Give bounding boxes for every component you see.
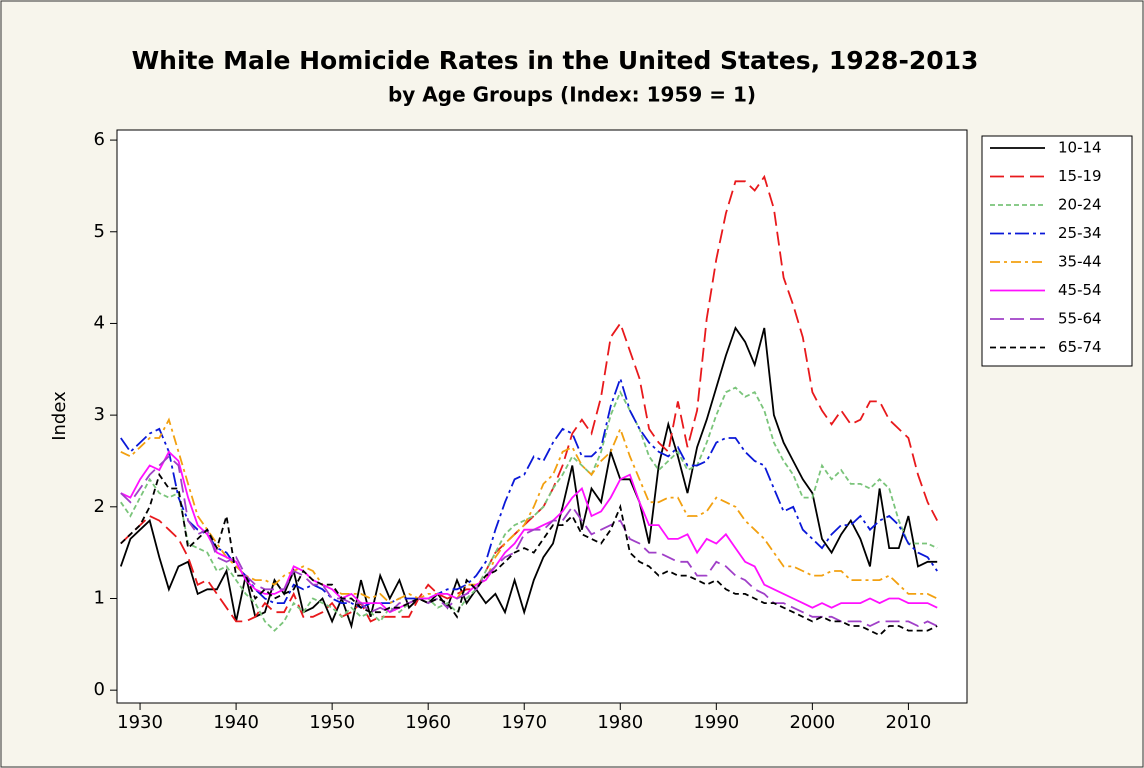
y-tick-label: 3: [94, 404, 105, 425]
plot-border: [116, 129, 968, 704]
legend-label: 35-44: [1058, 253, 1102, 271]
y-tick-label: 6: [94, 129, 105, 150]
x-tick-label: 1990: [693, 712, 739, 733]
series-line: [120, 450, 938, 614]
x-tick-label: 1970: [501, 712, 547, 733]
legend-label: 55-64: [1058, 310, 1102, 328]
y-axis-label: Index: [49, 391, 70, 441]
y-tick-label: 1: [94, 587, 105, 608]
legend-label: 25-34: [1058, 224, 1102, 242]
series-line: [120, 472, 938, 637]
legend-label: 45-54: [1058, 281, 1102, 299]
y-tick-label: 4: [94, 312, 105, 333]
legend-label: 10-14: [1058, 139, 1102, 157]
x-tick-label: 1930: [117, 712, 163, 733]
plot-area: [117, 130, 967, 703]
series-line: [120, 174, 938, 623]
series-line: [120, 417, 938, 605]
legend-box: [981, 135, 1133, 367]
plot: [119, 174, 938, 637]
x-tick-label: 2010: [886, 712, 932, 733]
x-tick-label: 1980: [597, 712, 643, 733]
x-tick-label: 1940: [213, 712, 259, 733]
x-tick-label: 1960: [405, 712, 451, 733]
y-tick-label: 2: [94, 496, 105, 517]
series-line: [120, 455, 938, 627]
y-tick-label: 0: [94, 679, 105, 700]
series-line: [120, 386, 938, 632]
chart-subtitle: by Age Groups (Index: 1959 = 1): [388, 83, 756, 107]
x-tick-label: 2000: [789, 712, 835, 733]
x-tick-label: 1950: [309, 712, 355, 733]
chart-title: White Male Homicide Rates in the United …: [132, 46, 979, 75]
y-tick-label: 5: [94, 221, 105, 242]
legend-label: 15-19: [1058, 167, 1102, 185]
legend-label: 20-24: [1058, 196, 1102, 214]
legend-label: 65-74: [1058, 338, 1102, 356]
